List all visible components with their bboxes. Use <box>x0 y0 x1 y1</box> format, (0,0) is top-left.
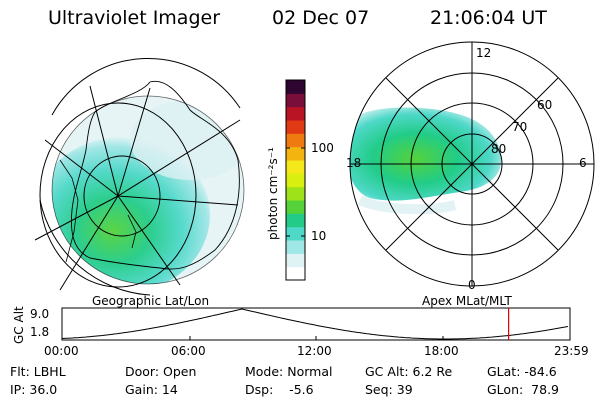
altitude-ylabel: GC Alt <box>12 306 26 344</box>
mlat-label-60: 60 <box>537 98 553 112</box>
colorbar-swatch <box>286 160 305 174</box>
mlt-label-18: 18 <box>346 156 362 170</box>
colorbar-swatch <box>286 266 305 281</box>
colorbar-swatch <box>286 213 305 228</box>
filter-info: Flt: LBHL <box>10 364 66 379</box>
xtick-2359: 23:59 <box>554 344 589 358</box>
colorbar-swatch <box>286 200 305 214</box>
polar-panel-label: Apex MLat/MLT <box>422 294 512 308</box>
geo-panel-label: Geographic Lat/Lon <box>92 294 210 308</box>
gain-info: Gain: 14 <box>125 382 178 397</box>
time-label: 21:06:04 UT <box>430 7 547 29</box>
altitude-ytick-9: 9.0 <box>30 307 50 321</box>
gc-alt-info: GC Alt: 6.2 Re <box>365 364 453 379</box>
mlt-label-6: 6 <box>579 156 587 170</box>
date-label: 02 Dec 07 <box>272 7 370 29</box>
mlt-label-0: 0 <box>468 278 476 292</box>
dsp-info: Dsp: -5.6 <box>245 382 314 397</box>
xtick-1800: 18:00 <box>424 344 459 358</box>
colorbar-swatch <box>286 133 305 148</box>
colorbar-swatch <box>286 93 305 108</box>
xtick-1200: 12:00 <box>297 344 332 358</box>
colorbar-tick-100: 100 <box>311 141 334 155</box>
xtick-0000: 00:00 <box>44 344 79 358</box>
colorbar-swatch <box>286 173 305 188</box>
colorbar <box>285 79 306 281</box>
colorbar-swatch <box>286 226 305 241</box>
glat-info: GLat: -84.6 <box>487 364 557 379</box>
mlat-label-80: 80 <box>491 142 507 156</box>
colorbar-swatch <box>286 186 305 201</box>
colorbar-swatch <box>286 240 305 254</box>
geographic-map <box>34 58 245 296</box>
mode-info: Mode: Normal <box>245 364 333 379</box>
glon-info: GLon: 78.9 <box>487 382 559 397</box>
colorbar-swatch <box>286 120 305 134</box>
colorbar-swatch <box>286 253 305 268</box>
colorbar-tick-10: 10 <box>311 229 327 243</box>
ip-info: IP: 36.0 <box>10 382 58 397</box>
door-info: Door: Open <box>125 364 197 379</box>
xtick-0600: 06:00 <box>171 344 206 358</box>
altitude-ytick-1-8: 1.8 <box>30 325 50 339</box>
colorbar-swatch <box>286 80 305 94</box>
instrument-title: Ultraviolet Imager <box>48 7 221 29</box>
polar-mlt-map <box>349 41 595 287</box>
colorbar-swatch <box>286 146 305 161</box>
altitude-plot <box>61 307 571 341</box>
seq-info: Seq: 39 <box>365 382 413 397</box>
mlt-label-12: 12 <box>476 46 492 60</box>
colorbar-unit-label: photon cm⁻²s⁻¹ <box>266 147 280 240</box>
mlat-label-70: 70 <box>512 120 528 134</box>
colorbar-swatch <box>286 106 305 121</box>
